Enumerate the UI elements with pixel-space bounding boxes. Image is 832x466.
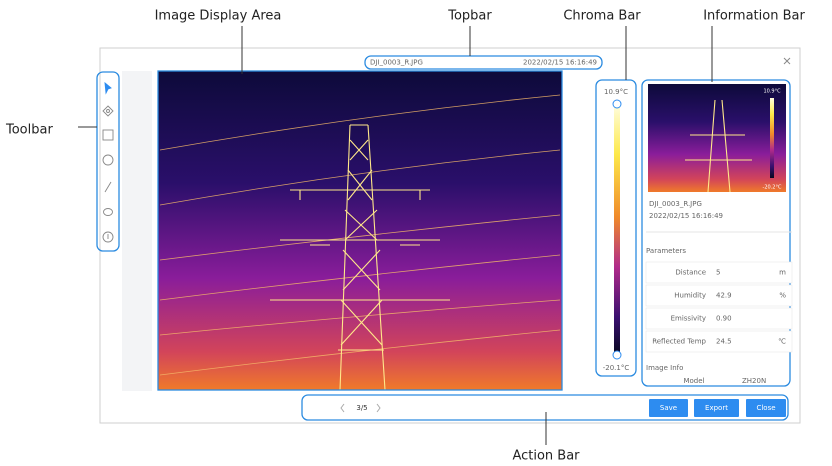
toolbar-icons[interactable]	[102, 81, 114, 243]
param-value: 0.90	[716, 315, 732, 323]
chroma-min: -20.1°C	[603, 364, 630, 372]
image-info-value: ZH20N	[742, 377, 766, 385]
param-unit: m	[779, 269, 786, 277]
file-name: DJI_0003_R.JPG	[370, 59, 423, 67]
prev-page[interactable]	[340, 403, 345, 413]
min-handle[interactable]	[612, 350, 622, 360]
thumbnail-min: -20.2°C	[763, 185, 782, 191]
image-info-title: Image Info	[646, 364, 683, 372]
button-label: Export	[705, 404, 728, 412]
button[interactable]	[746, 399, 786, 417]
pager: 3/5	[356, 404, 367, 412]
image-area-highlight	[157, 70, 563, 391]
param-label: Emissivity	[671, 315, 706, 323]
param-unit: ℃	[778, 338, 786, 346]
side-panel	[122, 71, 152, 391]
tower-graphic	[159, 94, 561, 391]
thumbnail-max: 10.9°C	[763, 89, 781, 95]
info-bar-highlight	[641, 79, 791, 387]
chroma-scale	[614, 104, 620, 355]
action-bar-highlight	[301, 394, 789, 421]
image-info-label: Model	[683, 377, 704, 385]
button-label: Save	[660, 404, 677, 412]
param-label: Reflected Temp	[652, 338, 706, 346]
info-file-name: DJI_0003_R.JPG	[649, 200, 702, 208]
param-value: 24.5	[716, 338, 732, 346]
chroma-max: 10.9°C	[604, 88, 628, 96]
chroma-bar-highlight	[595, 79, 637, 377]
param-row	[645, 284, 793, 307]
param-row	[645, 307, 793, 330]
callout-label: Information Bar	[703, 9, 805, 24]
toolbar-highlight	[96, 71, 120, 252]
callout-label: Topbar	[447, 9, 492, 24]
callout-label: Image Display Area	[155, 9, 282, 24]
close-icon[interactable]	[783, 57, 791, 65]
parameters-title: Parameters	[646, 247, 686, 255]
param-label: Distance	[675, 269, 706, 277]
param-unit: %	[779, 292, 786, 300]
max-handle[interactable]	[612, 99, 622, 109]
param-label: Humidity	[674, 292, 706, 300]
param-row	[645, 330, 793, 353]
button-label: Close	[756, 404, 775, 412]
timestamp: 2022/02/15 16:16:49	[523, 59, 597, 67]
callouts: Image Display Area Topbar Chroma Bar Inf…	[5, 9, 805, 464]
info-timestamp: 2022/02/15 16:16:49	[649, 212, 723, 220]
thumbnail	[648, 84, 786, 192]
callout-label: Toolbar	[5, 123, 53, 138]
thumbnail-tower	[685, 99, 752, 193]
thumbnail-scale	[770, 98, 774, 178]
button[interactable]	[694, 399, 739, 417]
callout-label: Chroma Bar	[563, 9, 641, 24]
param-row	[645, 261, 793, 284]
param-value: 42.9	[716, 292, 732, 300]
button[interactable]	[649, 399, 688, 417]
next-page[interactable]	[376, 403, 381, 413]
param-value: 5	[716, 269, 720, 277]
callout-label: Action Bar	[512, 449, 580, 464]
topbar-highlight	[364, 55, 603, 70]
